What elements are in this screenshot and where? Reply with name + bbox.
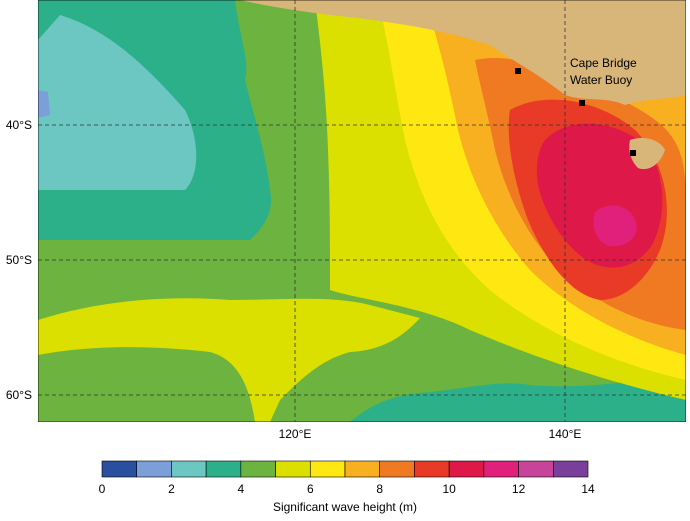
- color-bin: [379, 460, 415, 478]
- color-bin: [518, 460, 554, 478]
- map: [38, 0, 686, 422]
- colorbar-label: Significant wave height (m): [273, 500, 417, 514]
- colorbar-tick-label: 6: [307, 482, 314, 496]
- annotation: Cape Bridge: [570, 56, 637, 70]
- lat-label: 50°S: [6, 253, 32, 267]
- color-bin: [136, 460, 172, 478]
- color-bin: [448, 460, 485, 478]
- lon-label: 120°E: [279, 427, 312, 441]
- color-bin: [101, 460, 138, 478]
- color-bin: [552, 460, 589, 478]
- color-bin: [275, 460, 311, 478]
- color-bin: [205, 460, 242, 478]
- color-bin: [344, 460, 381, 478]
- lon-label: 140°E: [549, 427, 582, 441]
- color-bin: [309, 460, 346, 478]
- color-bin: [483, 460, 519, 478]
- colorbar-tick-label: 14: [581, 482, 595, 496]
- colorbar-tick-label: 4: [238, 482, 245, 496]
- colorbar-tick-label: 2: [168, 482, 175, 496]
- colorbar-tick-label: 10: [442, 482, 456, 496]
- colorbar-tick-label: 12: [512, 482, 526, 496]
- colorbar: 0 2 4 6 8 10 12 14: [99, 460, 595, 496]
- lat-label: 60°S: [6, 388, 32, 402]
- colorbar-tick-label: 0: [99, 482, 106, 496]
- colorbar-tick-label: 8: [376, 482, 383, 496]
- color-bin: [414, 460, 450, 478]
- color-bin: [240, 460, 276, 478]
- annotation: Water Buoy: [570, 73, 632, 87]
- lat-label: 40°S: [6, 118, 32, 132]
- color-bin: [171, 460, 207, 478]
